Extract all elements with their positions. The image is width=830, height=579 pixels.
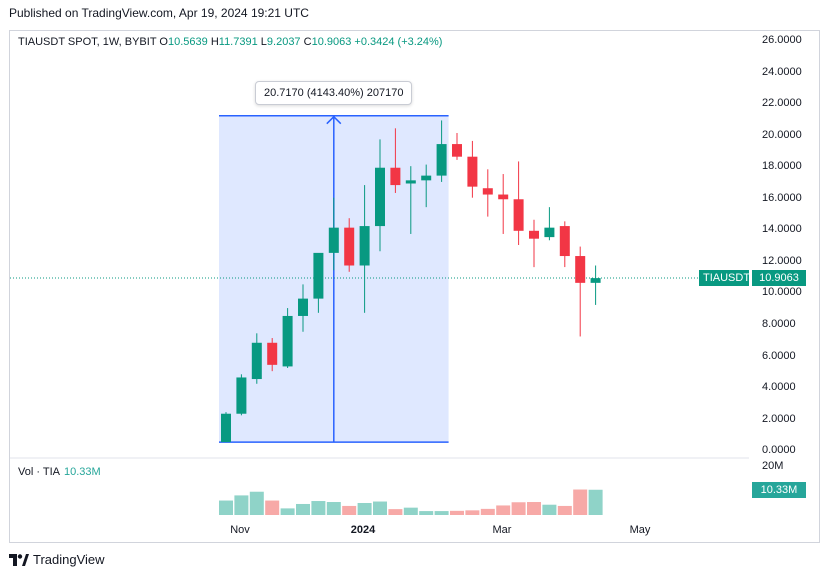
close-value: 10.9063 [311,36,352,48]
candle-body [282,315,293,367]
time-label-nov: Nov [230,524,250,536]
volume-bar [419,511,434,515]
high-value: 11.7391 [218,36,258,48]
volume-bar [527,502,541,515]
price-tick-label: 26.0000 [762,34,802,46]
candle-body [559,226,570,257]
volume-bar [511,502,526,515]
candle-body [251,342,262,380]
volume-bar [573,489,588,515]
candle-body [529,230,539,239]
volume-bar [249,491,264,515]
measure-arrow-icon [326,115,342,125]
volume-bar [496,505,511,515]
candle-body [221,413,231,443]
volume-bar [265,500,280,515]
candle-body [544,227,555,238]
price-tick-label: 18.0000 [762,160,802,173]
time-label-2024: 2024 [350,524,376,536]
price-tick-label: 4.0000 [762,381,796,394]
price-tick-label: 14.0000 [762,223,802,236]
low-label: L [260,36,267,48]
candle-body [513,199,524,231]
price-tick-label: 20.0000 [762,128,802,141]
candle-body [267,342,278,365]
change-value: +0.3424 (+3.24%) [354,36,443,48]
volume-legend: Vol · TIA 10.33M [18,466,101,478]
candle-body [375,167,385,227]
candle-body [436,144,447,176]
published-header: Published on TradingView.com, Apr 19, 20… [9,6,309,20]
time-label-may: May [629,524,651,536]
chart-frame [9,30,820,543]
volume-bar [373,501,387,515]
candle-body [344,227,355,266]
candle-body [421,175,432,181]
candle-body [236,377,247,414]
volume-bar [557,505,572,515]
volume-bar [234,495,249,515]
volume-bar [450,510,464,515]
volume-bar [588,489,603,515]
volume-bar [357,502,372,515]
volume-bar [342,505,357,515]
price-tick-label: 16.0000 [762,191,802,204]
volume-bar [480,508,495,515]
price-tick-label: 24.0000 [762,65,802,78]
volume-bar [219,500,233,515]
volume-bar [388,509,403,515]
measure-label: 20.7170 (4143.40%) 207170 [255,81,413,105]
volume-bar [465,510,480,515]
low-value: 9.2037 [266,36,301,48]
symbol-name: TIAUSDT SPOT, 1W, BYBIT [18,36,157,48]
tradingview-footer[interactable]: TradingView [9,552,105,567]
price-tick-label: 2.0000 [762,412,796,425]
footer-brand: TradingView [33,552,105,567]
volume-bar [403,507,418,515]
volume-bar [542,504,557,515]
candle-body [482,188,493,195]
last-volume-tag: 10.33M [752,482,806,498]
volume-axis-label: 20M [762,460,784,472]
price-tick-label: 12.0000 [762,254,802,267]
candle-body [390,167,401,186]
close-label: C [303,36,312,48]
volume-bar [311,501,326,515]
volume-bar [280,508,295,515]
price-tick-label: 10.0000 [762,286,802,299]
price-tick-label: 22.0000 [762,97,802,110]
price-tick-label: 0.0000 [762,444,796,457]
candle-body [467,156,478,187]
volume-value: 10.33M [63,466,101,478]
candle-body [575,256,586,283]
candle-body [452,144,462,157]
price-tick-label: 8.0000 [762,317,796,330]
volume-bar [296,503,310,515]
volume-bar [326,502,341,515]
candle-body [328,227,339,253]
candle-body [313,252,324,299]
open-value: 10.5639 [167,36,208,48]
time-label-mar: Mar [492,524,512,536]
tradingview-logo-icon [9,553,29,566]
candle-body [359,226,370,266]
symbol-price-tag: TIAUSDT [699,270,750,286]
volume-label: Vol · TIA [18,466,60,478]
candle-body [298,298,308,316]
candle-body [590,278,601,283]
price-tick-label: 6.0000 [762,349,796,362]
open-label: O [159,36,168,48]
candle-body [498,194,509,200]
high-label: H [210,36,219,48]
candle-body [405,180,416,184]
volume-bar [434,511,449,515]
last-price-tag: 10.9063 [752,270,806,286]
symbol-legend: TIAUSDT SPOT, 1W, BYBIT O10.5639 H11.739… [18,36,442,48]
